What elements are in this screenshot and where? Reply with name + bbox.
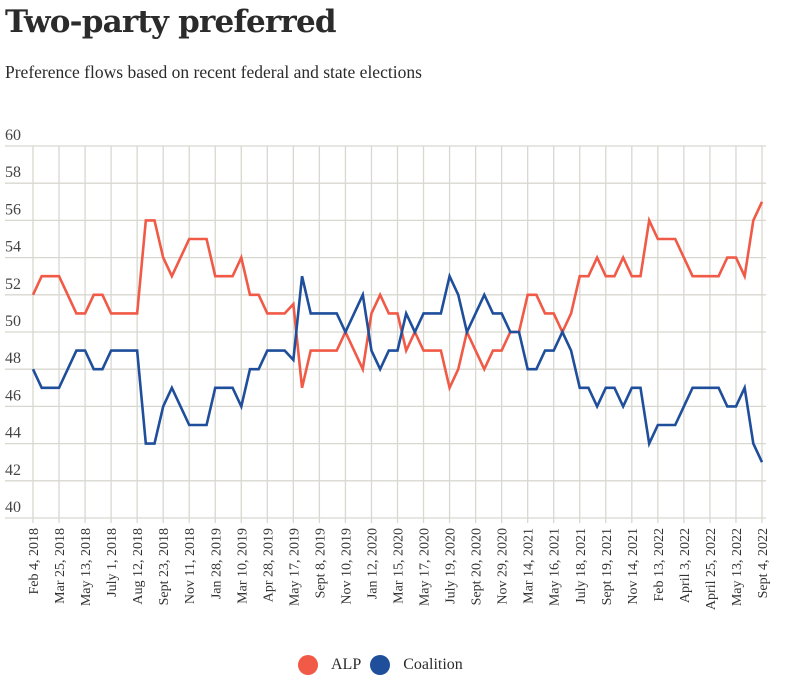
x-tick-label: Feb 13, 2022	[652, 528, 667, 602]
x-axis-ticks: Feb 4, 2018 Mar 25, 2018 May 13, 2018 July …	[27, 528, 771, 610]
series-line-coalition	[31, 272, 764, 463]
legend-swatch-coalition	[370, 655, 391, 675]
x-tick-label: May 16, 2021	[548, 528, 563, 606]
x-tick-label: Nov 11, 2018	[183, 528, 198, 604]
y-tick-label: 50	[5, 313, 21, 330]
legend-item-alp[interactable]: ALP	[298, 655, 361, 675]
chart-subtitle: Preference flows based on recent federal…	[5, 62, 422, 82]
legend: ALP Coalition	[298, 655, 472, 675]
y-tick-label: 60	[5, 127, 21, 144]
legend-item-coalition[interactable]: Coalition	[370, 655, 463, 675]
x-tick-label: Mar 10, 2019	[235, 528, 250, 604]
y-tick-label: 48	[5, 350, 21, 367]
x-tick-label: Sept 4, 2022	[756, 528, 771, 598]
x-tick-label: Aug 12, 2018	[131, 528, 146, 605]
x-tick-label: May 17, 2020	[418, 528, 433, 606]
x-tick-label: Sept 19, 2021	[600, 528, 615, 605]
x-tick-label: Feb 4, 2018	[27, 528, 42, 595]
x-tick-label: May 13, 2018	[79, 528, 94, 606]
x-tick-label: July 18, 2021	[574, 528, 589, 604]
x-tick-label: Nov 14, 2021	[626, 528, 641, 605]
grid-lines	[5, 145, 766, 523]
y-tick-label: 54	[5, 239, 21, 256]
x-tick-label: Mar 25, 2018	[53, 528, 68, 604]
x-tick-label: Mar 15, 2020	[392, 528, 407, 604]
x-tick-label: Jan 28, 2019	[209, 528, 224, 599]
x-tick-label: Sept 20, 2020	[470, 528, 485, 605]
y-tick-label: 40	[5, 499, 21, 516]
x-tick-label: April 3, 2022	[678, 528, 693, 603]
legend-label-coalition: Coalition	[403, 656, 463, 673]
x-tick-label: Mar 14, 2021	[522, 528, 537, 604]
x-tick-label: May 17, 2019	[287, 528, 302, 606]
y-tick-label: 46	[5, 387, 21, 404]
y-axis-ticks: 40 42 44 46 48 50 52 54 56 58 60	[5, 127, 21, 516]
y-tick-label: 52	[5, 276, 21, 293]
line-chart: 40 42 44 46 48 50 52 54 56 58 60 Feb 4, 2018 Mar 25…	[5, 127, 771, 610]
y-tick-label: 42	[5, 462, 21, 479]
x-tick-label: Jan 12, 2020	[365, 528, 380, 599]
legend-swatch-alp	[298, 655, 318, 675]
y-tick-label: 58	[5, 164, 21, 181]
x-tick-label: May 13, 2022	[730, 528, 745, 606]
x-tick-label: Nov 10, 2019	[339, 528, 354, 605]
legend-label-alp: ALP	[331, 656, 362, 673]
x-tick-label: July 1, 2018	[105, 528, 120, 597]
y-tick-label: 56	[5, 201, 21, 218]
series-lines	[31, 201, 764, 463]
x-tick-label: Apr 28, 2019	[261, 528, 276, 602]
chart-title: Two-party preferred	[5, 4, 337, 40]
y-tick-label: 44	[5, 425, 21, 442]
x-tick-label: Nov 29, 2020	[496, 528, 511, 605]
x-tick-label: July 19, 2020	[444, 528, 459, 604]
x-tick-label: Sept 8, 2019	[313, 528, 328, 598]
x-tick-label: April 25, 2022	[704, 528, 719, 610]
x-tick-label: Sept 23, 2018	[157, 528, 172, 605]
series-line-alp	[31, 201, 764, 392]
